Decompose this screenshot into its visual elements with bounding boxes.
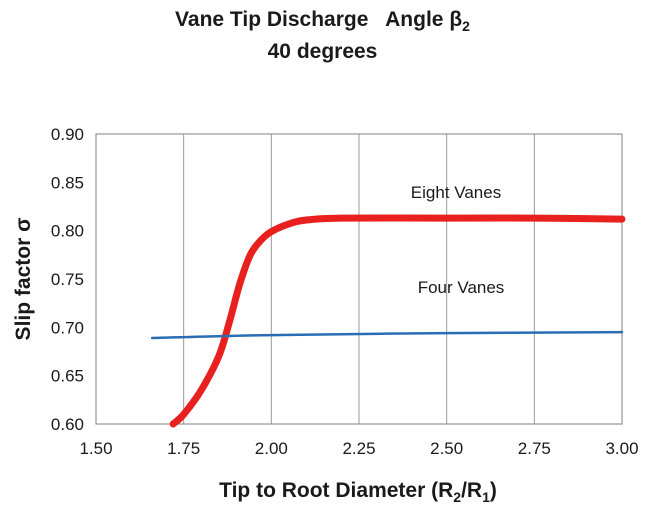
- series-label-eight-vanes: Eight Vanes: [411, 183, 501, 202]
- x-tick-label: 1.50: [79, 439, 112, 458]
- chart-subtitle: 40 degrees: [267, 40, 378, 63]
- plot-area-frame: [95, 133, 623, 425]
- y-tick-label: 0.70: [51, 318, 84, 337]
- chart-title-line1: Vane Tip Discharge Angle β2: [0, 8, 645, 34]
- x-tick-label: 2.75: [518, 439, 551, 458]
- y-axis-label: Slip factor σ: [12, 218, 35, 341]
- x-axis-label-sub1: 2: [453, 489, 461, 505]
- y-tick-label: 0.75: [51, 270, 84, 289]
- chart-title-text: Vane Tip Discharge Angle: [175, 8, 450, 31]
- x-axis-ticks: 1.50 1.75 2.00 2.25 2.50 2.75 3.00: [79, 439, 638, 458]
- y-tick-label: 0.90: [51, 125, 84, 144]
- y-tick-label: 0.60: [51, 415, 84, 434]
- x-axis-label: Tip to Root Diameter (R2/R1): [219, 479, 497, 505]
- x-tick-label: 2.50: [430, 439, 463, 458]
- x-tick-label: 1.75: [167, 439, 200, 458]
- y-axis-ticks: 0.90 0.85 0.80 0.75 0.70 0.65 0.60: [51, 125, 84, 434]
- series-label-four-vanes: Four Vanes: [418, 278, 505, 297]
- x-axis-label-text: Tip to Root Diameter (R: [219, 479, 453, 502]
- x-axis-label-end: ): [490, 479, 497, 502]
- x-tick-label: 3.00: [605, 439, 638, 458]
- beta-symbol: β: [449, 8, 463, 31]
- y-tick-label: 0.80: [51, 222, 84, 241]
- x-tick-label: 2.25: [342, 439, 375, 458]
- series-lines: [150, 214, 626, 428]
- grid-lines: [183, 134, 535, 424]
- series-line-eight-vanes: [169, 214, 626, 428]
- y-tick-label: 0.85: [51, 173, 84, 192]
- beta-subscript: 2: [462, 18, 470, 35]
- y-tick-label: 0.65: [51, 367, 84, 386]
- series-line-four-vanes: [150, 330, 624, 340]
- x-axis-label-sub2: 1: [482, 489, 490, 505]
- x-axis-label-mid: /R: [461, 479, 482, 502]
- x-tick-label: 2.00: [255, 439, 288, 458]
